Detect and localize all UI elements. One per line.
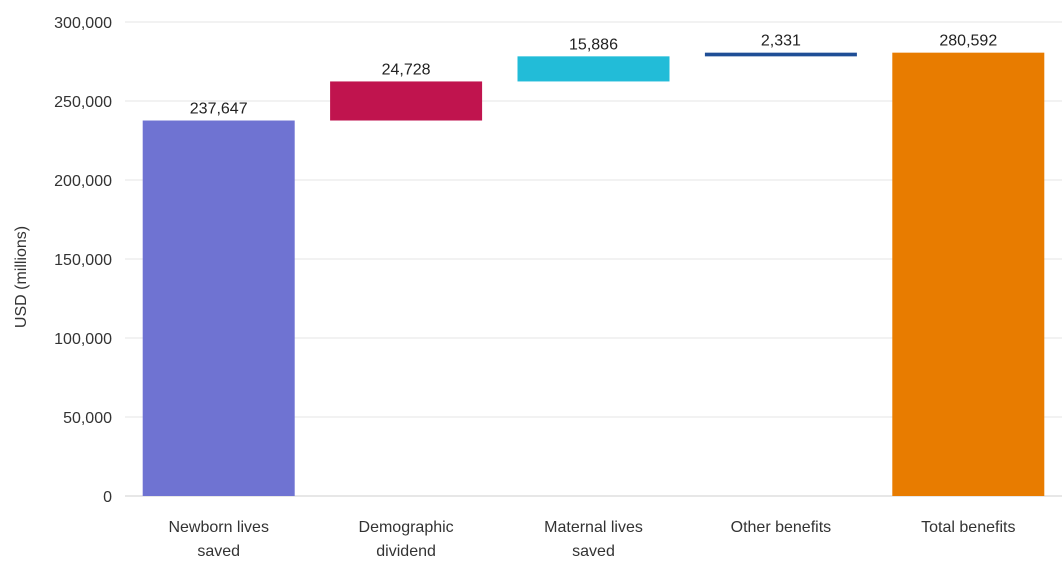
data-label: 15,886	[569, 36, 618, 53]
data-label: 2,331	[761, 33, 801, 50]
bar	[517, 56, 670, 82]
x-tick-label: Demographic dividend	[359, 519, 454, 560]
bar	[330, 81, 483, 121]
data-label: 280,592	[939, 33, 997, 50]
bar	[892, 52, 1045, 496]
data-label: 24,728	[382, 61, 431, 78]
x-axis-labels: Newborn lives saved Demographic dividend Mat…	[168, 519, 1015, 560]
value-labels: 237,647 24,728 15,886 2,331 280,592	[190, 33, 998, 118]
x-tick-label: Maternal lives saved	[544, 519, 643, 560]
y-tick-label: 150,000	[54, 252, 112, 269]
y-tick-label: 0	[103, 489, 112, 506]
data-label: 237,647	[190, 101, 248, 118]
y-tick-label: 100,000	[54, 331, 112, 348]
y-tick-label: 200,000	[54, 173, 112, 190]
y-tick-label: 50,000	[63, 410, 112, 427]
bar	[704, 52, 857, 57]
y-axis-ticks: 0 50,000 100,000 150,000 200,000 250,000 300,0…	[54, 15, 112, 506]
y-axis-title: USD (millions)	[13, 226, 30, 328]
y-tick-label: 250,000	[54, 94, 112, 111]
x-tick-label: Other benefits	[731, 519, 832, 536]
bar	[142, 120, 295, 497]
y-tick-label: 300,000	[54, 15, 112, 32]
x-tick-label: Total benefits	[921, 519, 1015, 536]
x-tick-label: Newborn lives saved	[168, 519, 268, 560]
bars	[142, 52, 1045, 497]
